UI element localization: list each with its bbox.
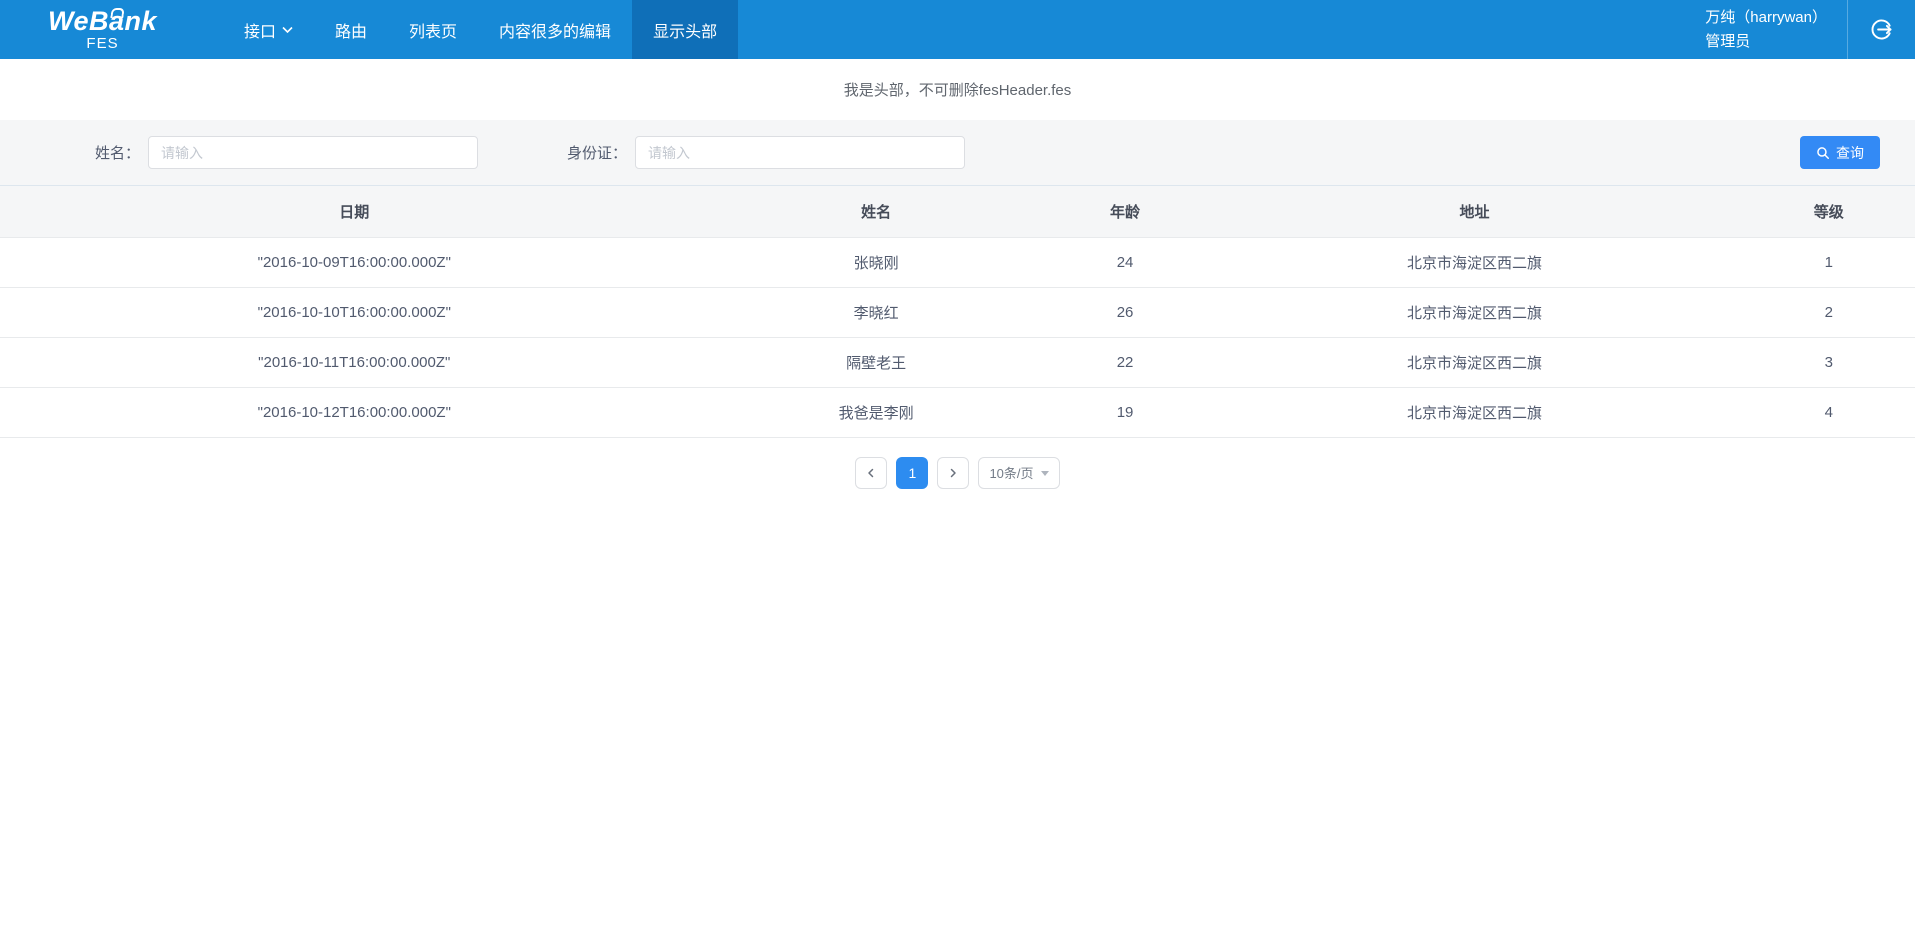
column-header-date: 日期: [0, 186, 709, 238]
name-label: 姓名：: [95, 145, 141, 162]
pager-prev-button[interactable]: [855, 456, 888, 489]
nav-item-label: 路由: [335, 23, 368, 41]
user-info: 万纯（harrywan） 管理员: [1705, 6, 1827, 54]
nav-item-label: 列表页: [409, 23, 458, 41]
cell-date: "2016-10-10T16:00:00.000Z": [0, 287, 709, 338]
pager-page-1[interactable]: 1: [896, 456, 929, 489]
brand-wordmark: WeBank: [48, 7, 157, 35]
navbar-right: 万纯（harrywan） 管理员: [1705, 0, 1915, 59]
page-size-label: 10条/页: [989, 466, 1034, 481]
table-row[interactable]: "2016-10-12T16:00:00.000Z" 我爸是李刚 19 北京市海…: [0, 387, 1915, 438]
caret-down-icon: [1040, 470, 1049, 480]
user-name: 万纯（harrywan）: [1705, 8, 1827, 26]
nav-item-api[interactable]: 接口: [223, 0, 314, 59]
search-icon: [1817, 146, 1829, 159]
search-button[interactable]: 查询: [1800, 136, 1880, 169]
cell-age: 26: [1043, 287, 1207, 338]
column-header-age: 年龄: [1043, 186, 1207, 238]
table-header: 日期 姓名 年龄 地址 等级: [0, 186, 1915, 238]
cell-age: 22: [1043, 337, 1207, 388]
nav-item-long-edit[interactable]: 内容很多的编辑: [478, 0, 632, 59]
header-notice-text: 我是头部，不可删除fesHeader.fes: [843, 82, 1072, 99]
table-body: "2016-10-09T16:00:00.000Z" 张晓刚 24 北京市海淀区…: [0, 237, 1915, 438]
cell-date: "2016-10-12T16:00:00.000Z": [0, 387, 709, 438]
pager-page-label: 1: [908, 464, 917, 481]
cell-age: 19: [1043, 387, 1207, 438]
logout-button[interactable]: [1848, 16, 1915, 43]
cell-name: 李晓红: [708, 287, 1044, 338]
brand-subtitle: FES: [86, 34, 119, 52]
id-card-input[interactable]: [635, 136, 966, 169]
pager-next-button[interactable]: [937, 456, 970, 489]
cell-level: 4: [1742, 387, 1915, 438]
nav-item-route[interactable]: 路由: [314, 0, 388, 59]
main-nav: 接口 路由 列表页 内容很多的编辑 显示头部: [223, 0, 739, 59]
nav-item-show-header[interactable]: 显示头部: [632, 0, 739, 59]
header-notice: 我是头部，不可删除fesHeader.fes: [0, 59, 1915, 120]
cell-address: 北京市海淀区西二旗: [1206, 237, 1743, 288]
cell-level: 3: [1742, 337, 1915, 388]
table-row[interactable]: "2016-10-09T16:00:00.000Z" 张晓刚 24 北京市海淀区…: [0, 237, 1915, 288]
name-input[interactable]: [148, 136, 479, 169]
search-button-label: 查询: [1836, 144, 1864, 161]
cell-name: 我爸是李刚: [708, 387, 1044, 438]
nav-item-label: 接口: [244, 23, 277, 41]
pagination: 1 10条/页: [0, 456, 1915, 489]
chevron-down-icon: [282, 26, 293, 33]
column-header-name: 姓名: [708, 186, 1044, 238]
cell-address: 北京市海淀区西二旗: [1206, 337, 1743, 388]
table-row[interactable]: "2016-10-10T16:00:00.000Z" 李晓红 26 北京市海淀区…: [0, 287, 1915, 338]
table-row[interactable]: "2016-10-11T16:00:00.000Z" 隔壁老王 22 北京市海淀…: [0, 337, 1915, 388]
nav-item-list-page[interactable]: 列表页: [388, 0, 478, 59]
cell-address: 北京市海淀区西二旗: [1206, 287, 1743, 338]
brand-logo[interactable]: WeBank FES: [40, 0, 165, 59]
logo-text-pre: WeB: [47, 5, 109, 36]
nav-item-label: 显示头部: [653, 23, 718, 41]
cell-address: 北京市海淀区西二旗: [1206, 387, 1743, 438]
logo-text-post: nk: [124, 5, 158, 36]
id-card-label: 身份证：: [567, 145, 628, 162]
cell-name: 隔壁老王: [708, 337, 1044, 388]
cell-name: 张晓刚: [708, 237, 1044, 288]
chevron-right-icon: [951, 468, 957, 477]
cell-level: 2: [1742, 287, 1915, 338]
chevron-left-icon: [868, 468, 874, 477]
cell-date: "2016-10-09T16:00:00.000Z": [0, 237, 709, 288]
navbar-divider: [1847, 0, 1848, 59]
nav-item-label: 内容很多的编辑: [499, 23, 612, 41]
cell-age: 24: [1043, 237, 1207, 288]
page-size-select[interactable]: 10条/页: [978, 456, 1060, 489]
cell-date: "2016-10-11T16:00:00.000Z": [0, 337, 709, 388]
search-form: 姓名： 身份证： 查询: [0, 120, 1915, 186]
data-table: 日期 姓名 年龄 地址 等级 "2016-10-09T16:00:00.000Z…: [0, 186, 1915, 438]
table-header-row: 日期 姓名 年龄 地址 等级: [0, 186, 1915, 238]
cell-level: 1: [1742, 237, 1915, 288]
lock-icon: a: [108, 5, 125, 36]
column-header-level: 等级: [1742, 186, 1915, 238]
column-header-address: 地址: [1206, 186, 1743, 238]
top-navbar: WeBank FES 接口 路由 列表页 内容很多的编辑 显示头部 万纯（har…: [0, 0, 1915, 59]
user-role: 管理员: [1705, 32, 1751, 50]
logout-icon: [1871, 19, 1892, 40]
